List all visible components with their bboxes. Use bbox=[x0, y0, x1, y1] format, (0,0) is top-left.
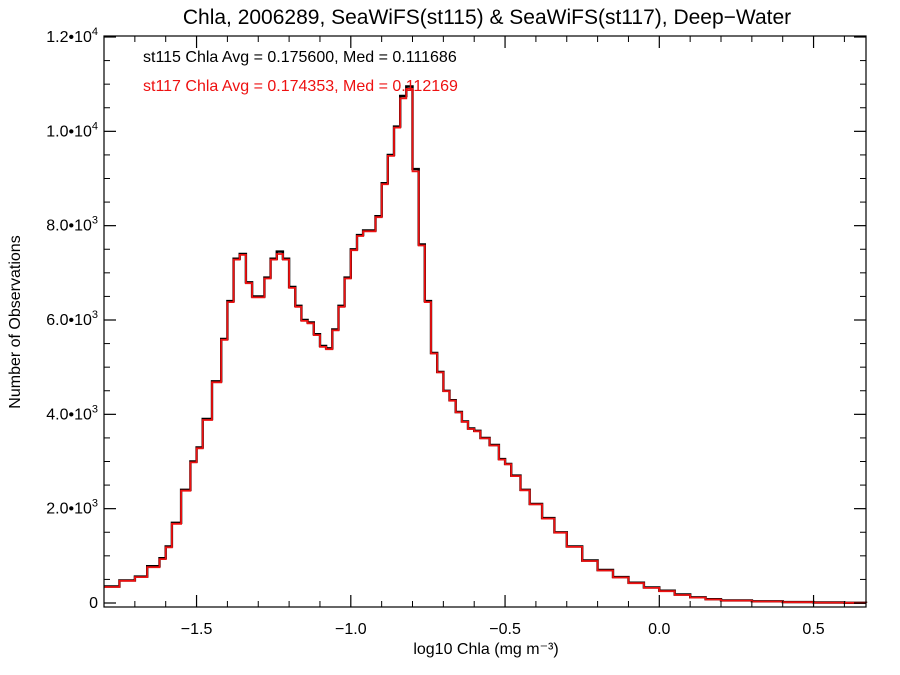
x-axis: −1.5 −1.0 −0.5 0.0 0.5 bbox=[134, 36, 845, 638]
y-tick-label-5: 1.0•104 bbox=[46, 120, 98, 140]
plot-frame bbox=[103, 35, 867, 608]
y-tick-label-0: 0 bbox=[89, 595, 98, 612]
y-tick-label-2: 4.0•103 bbox=[46, 403, 98, 423]
y-axis-label: Number of Observations bbox=[7, 235, 24, 408]
x-tick-label-4: 0.5 bbox=[802, 621, 824, 638]
x-tick-label-0: −1.5 bbox=[181, 621, 213, 638]
y-tick-label-3: 6.0•103 bbox=[46, 309, 98, 329]
y-axis: 0 2.0•103 4.0•103 6.0•103 8.0•103 1.0•104 1.2•… bbox=[46, 26, 866, 612]
x-axis-label: log10 Chla (mg m⁻³) bbox=[413, 641, 558, 658]
chart-title: Chla, 2006289, SeaWiFS(st115) & SeaWiFS(… bbox=[183, 6, 791, 29]
plot-marks bbox=[104, 85, 868, 604]
annotation-st117: st117 Chla Avg = 0.174353, Med = 0.11216… bbox=[143, 78, 458, 95]
x-tick-label-1: −1.0 bbox=[335, 621, 367, 638]
y-tick-label-6: 1.2•104 bbox=[46, 26, 98, 46]
y-tick-label-4: 8.0•103 bbox=[46, 215, 98, 235]
series-line-1 bbox=[104, 88, 867, 604]
y-tick-label-1: 2.0•103 bbox=[46, 498, 98, 518]
x-tick-label-2: −0.5 bbox=[489, 621, 521, 638]
x-tick-label-3: 0.0 bbox=[648, 621, 670, 638]
annotation-st115: st115 Chla Avg = 0.175600, Med = 0.11168… bbox=[143, 49, 457, 66]
